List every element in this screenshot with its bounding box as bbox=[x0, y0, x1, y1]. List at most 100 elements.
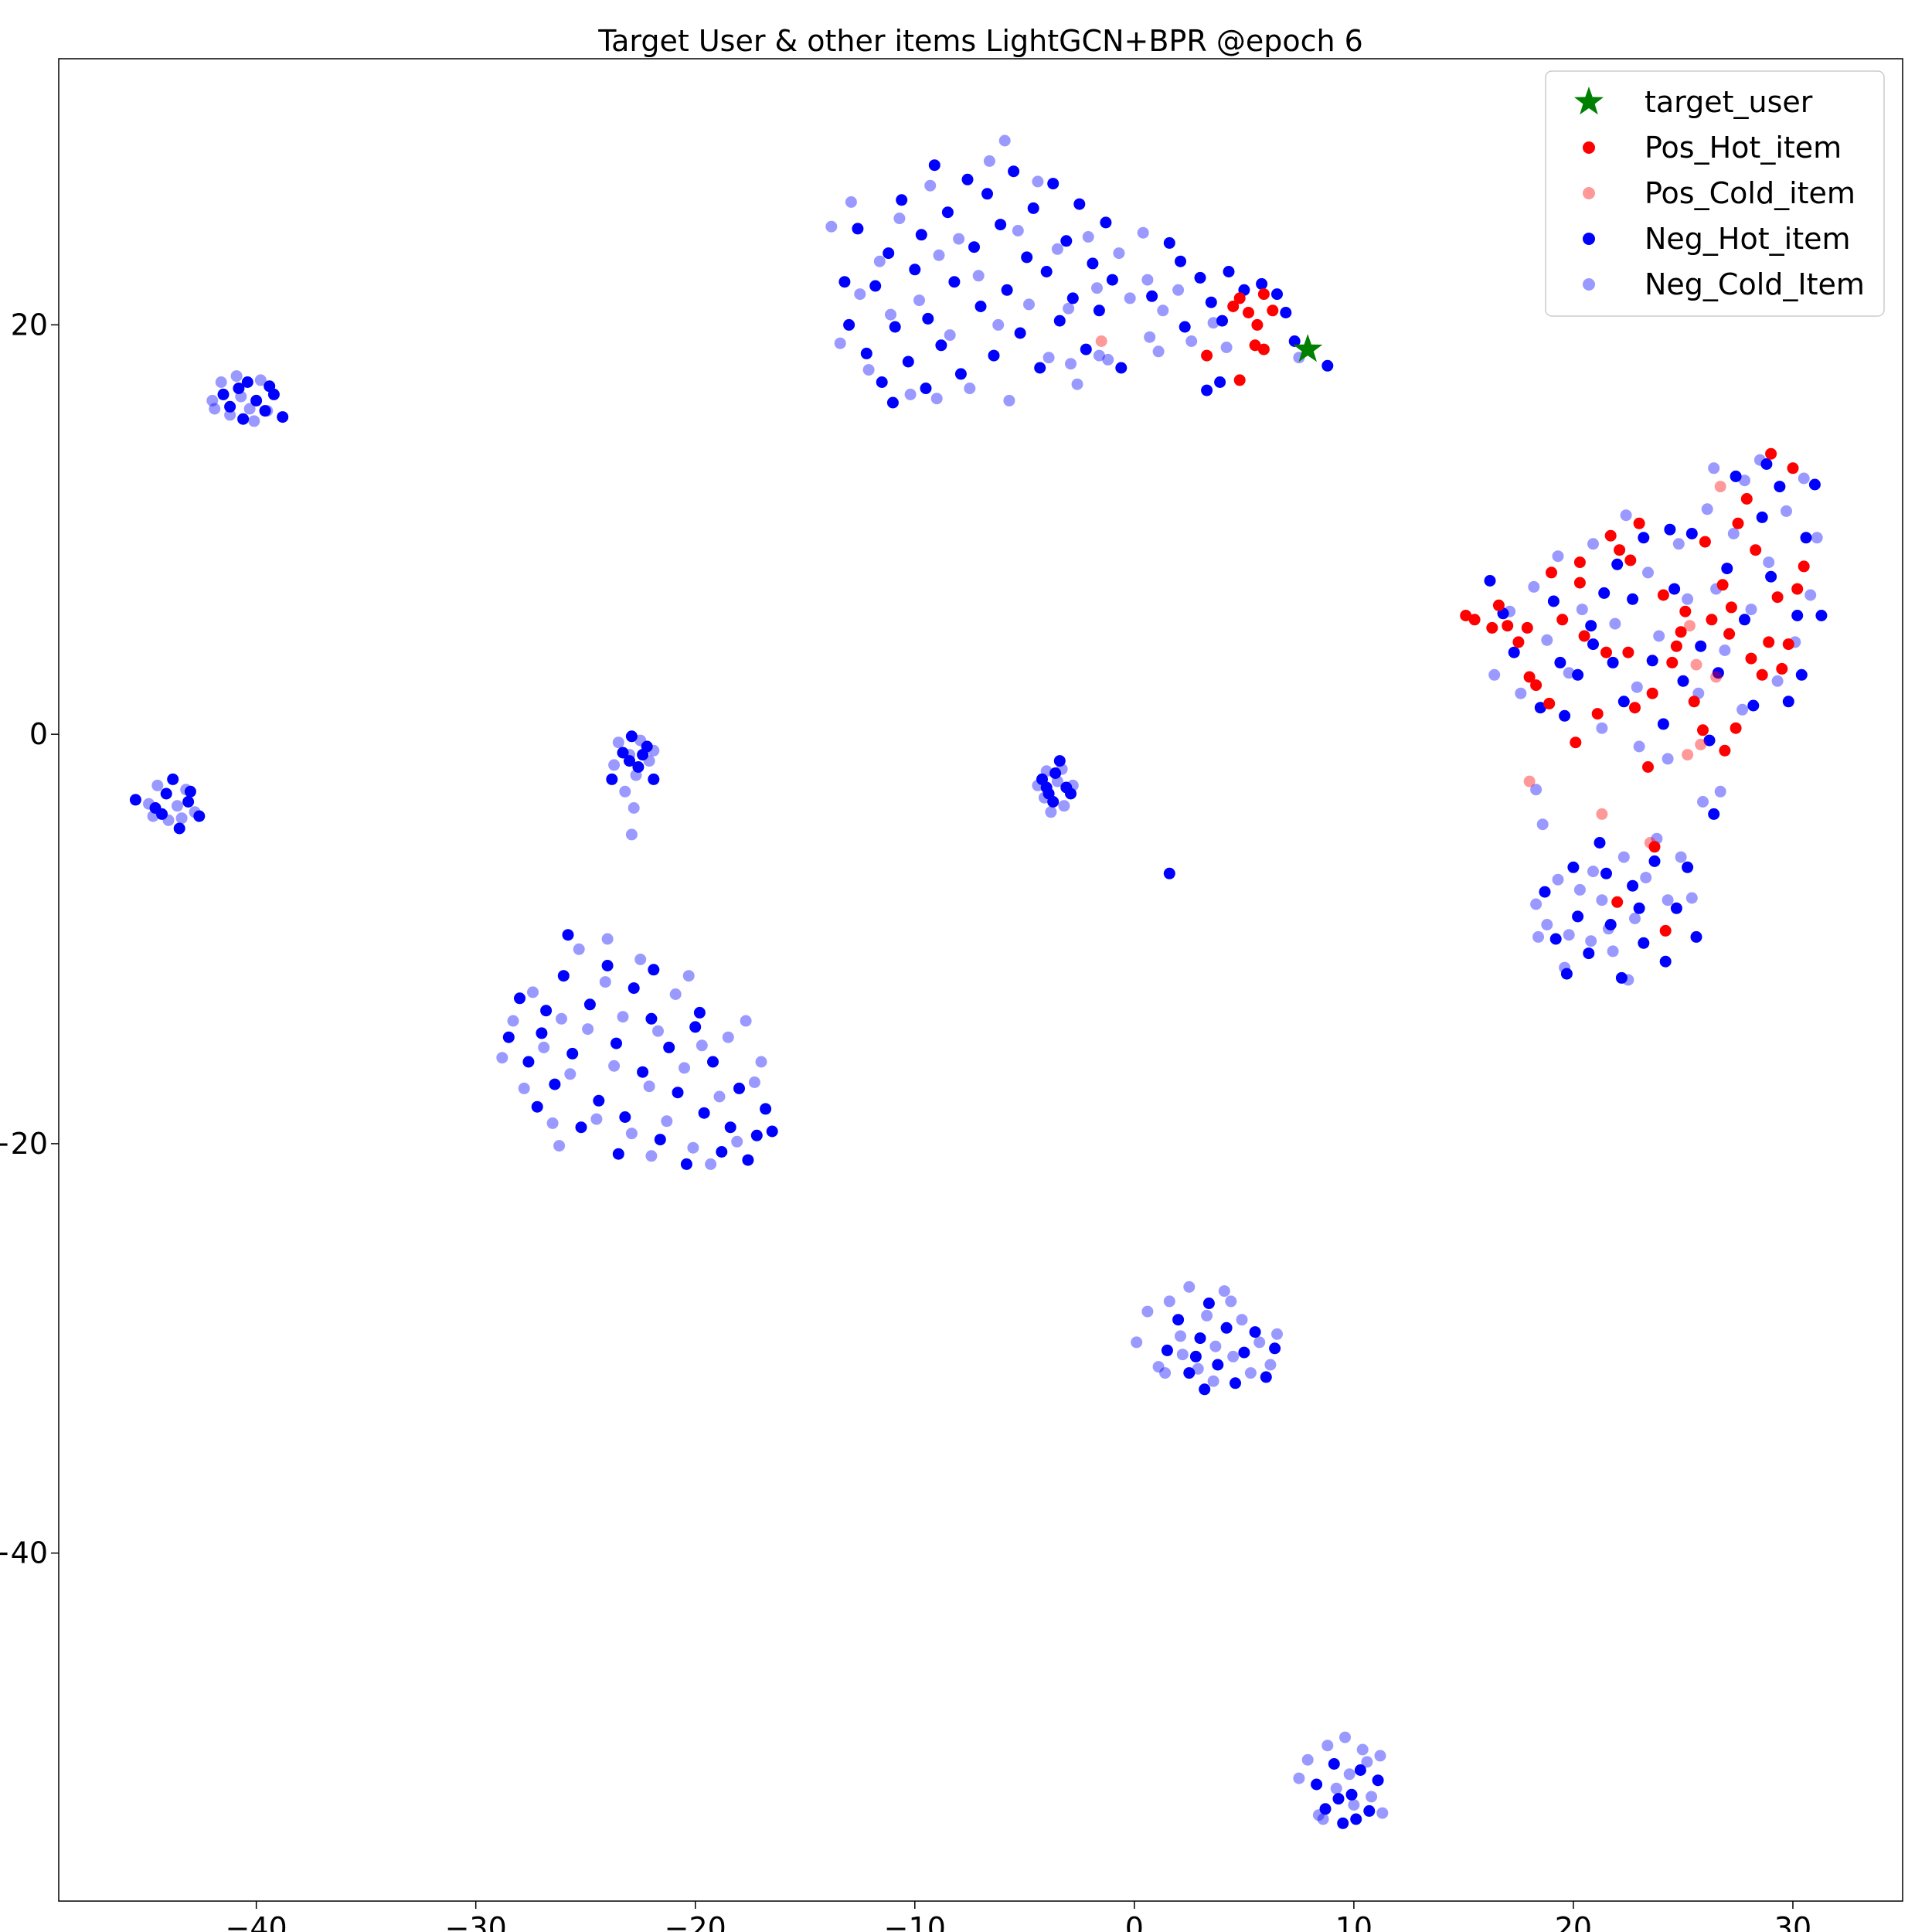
data-point bbox=[1620, 509, 1632, 522]
data-point bbox=[733, 1082, 745, 1094]
data-point bbox=[1631, 681, 1643, 693]
data-point bbox=[1708, 808, 1720, 820]
data-point bbox=[1685, 892, 1698, 904]
data-point bbox=[1666, 656, 1679, 668]
data-point bbox=[1587, 638, 1599, 651]
data-point bbox=[151, 779, 164, 791]
data-point bbox=[1795, 668, 1808, 681]
data-point bbox=[1559, 709, 1571, 722]
data-point bbox=[1115, 362, 1128, 374]
data-point bbox=[1163, 236, 1175, 249]
data-point bbox=[1212, 1359, 1224, 1371]
data-point bbox=[546, 1117, 559, 1129]
data-point bbox=[693, 1006, 706, 1019]
data-point bbox=[1163, 1295, 1175, 1308]
data-point bbox=[1034, 362, 1046, 374]
data-point bbox=[1798, 472, 1810, 485]
data-point bbox=[1804, 589, 1817, 601]
data-point bbox=[538, 1041, 550, 1053]
data-point bbox=[1053, 315, 1066, 327]
data-point bbox=[1600, 646, 1612, 658]
data-point bbox=[1343, 1768, 1355, 1781]
data-point bbox=[1236, 1314, 1248, 1326]
data-point bbox=[1040, 781, 1053, 794]
series-target-user bbox=[1293, 334, 1323, 362]
data-point bbox=[243, 403, 256, 415]
data-point bbox=[766, 1125, 778, 1138]
data-point bbox=[1712, 667, 1724, 679]
data-point bbox=[1763, 556, 1775, 569]
data-point bbox=[1622, 646, 1634, 658]
data-point bbox=[617, 747, 629, 759]
data-point bbox=[1095, 335, 1107, 347]
data-point bbox=[1578, 630, 1590, 642]
data-point bbox=[1288, 335, 1301, 347]
data-point bbox=[637, 749, 649, 761]
data-point bbox=[1330, 1782, 1342, 1794]
data-point bbox=[173, 822, 185, 835]
data-point bbox=[1732, 517, 1744, 529]
data-point bbox=[1460, 610, 1472, 621]
data-point bbox=[1675, 626, 1687, 638]
data-point bbox=[1102, 353, 1114, 366]
data-point bbox=[1594, 837, 1606, 849]
data-point bbox=[724, 1121, 736, 1134]
data-point bbox=[233, 383, 245, 394]
target-user-point bbox=[1293, 334, 1323, 362]
data-point bbox=[1146, 290, 1158, 302]
series-pos-hot-item bbox=[1201, 288, 1810, 937]
data-point bbox=[193, 810, 206, 822]
data-point bbox=[608, 1060, 621, 1072]
data-point bbox=[1800, 532, 1812, 544]
data-point bbox=[1356, 1743, 1369, 1756]
data-point bbox=[968, 241, 980, 253]
data-point bbox=[619, 1111, 631, 1123]
x-tick-label: 10 bbox=[1335, 1911, 1372, 1932]
data-point bbox=[1607, 656, 1619, 668]
data-point bbox=[1710, 671, 1723, 683]
data-point bbox=[944, 329, 956, 342]
data-point bbox=[1714, 785, 1726, 798]
data-point bbox=[1175, 255, 1186, 267]
data-point bbox=[1045, 806, 1057, 818]
data-point bbox=[575, 1121, 587, 1134]
data-point bbox=[1257, 288, 1270, 301]
data-point bbox=[748, 1076, 760, 1088]
data-point bbox=[716, 1146, 728, 1158]
data-point bbox=[1361, 1756, 1373, 1768]
data-point bbox=[1765, 570, 1777, 583]
legend-box bbox=[1545, 70, 1885, 317]
data-point bbox=[1311, 1778, 1323, 1791]
data-point bbox=[1627, 879, 1639, 892]
data-point bbox=[1201, 1309, 1213, 1321]
data-point bbox=[1207, 317, 1219, 329]
data-point bbox=[1159, 1367, 1172, 1379]
data-point bbox=[1172, 284, 1185, 296]
data-point bbox=[1552, 550, 1564, 563]
data-point bbox=[1201, 384, 1213, 396]
data-point bbox=[1563, 929, 1575, 941]
data-point bbox=[1585, 935, 1597, 947]
data-point bbox=[1152, 1361, 1165, 1373]
y-axis: 20 0 −20 −40 bbox=[0, 308, 59, 1570]
x-tick-label: 30 bbox=[1774, 1911, 1811, 1932]
data-point bbox=[862, 364, 875, 376]
data-point bbox=[564, 1068, 577, 1080]
data-point bbox=[843, 318, 855, 331]
data-point bbox=[1152, 345, 1165, 358]
data-point bbox=[1185, 335, 1198, 347]
data-point bbox=[1012, 225, 1024, 236]
x-tick-label: 20 bbox=[1555, 1911, 1592, 1932]
data-point bbox=[1699, 536, 1711, 548]
data-point bbox=[689, 1021, 702, 1033]
data-point bbox=[1682, 749, 1694, 761]
data-point bbox=[1604, 529, 1617, 542]
data-point bbox=[1091, 282, 1103, 294]
data-point bbox=[1523, 671, 1536, 683]
data-point bbox=[1815, 610, 1828, 621]
data-point bbox=[1225, 1295, 1237, 1308]
data-point bbox=[1536, 818, 1549, 831]
data-point bbox=[1508, 646, 1520, 658]
data-point bbox=[852, 223, 864, 235]
data-point bbox=[1664, 523, 1676, 536]
